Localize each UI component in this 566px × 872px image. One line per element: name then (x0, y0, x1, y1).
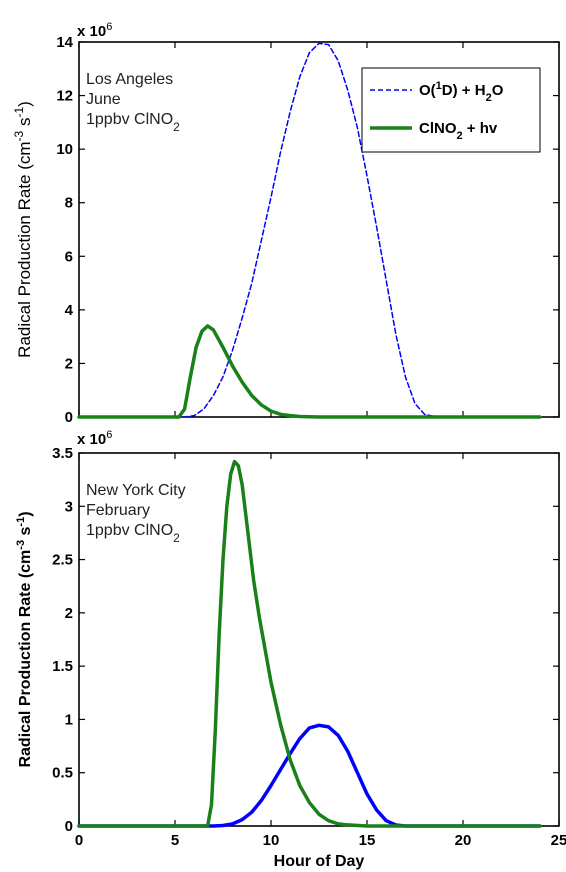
series-line-o1d-h2o (78, 42, 541, 418)
bottom-multiplier-exp: 6 (106, 429, 112, 441)
top-ylabel-end: ) (15, 101, 34, 107)
bottom-ylabel-sup1: -3 (15, 540, 27, 550)
top-annotation-line3-sub: 2 (173, 120, 180, 134)
x-tick-label: 15 (359, 832, 376, 849)
bottom-ylabel-main: Radical Production Rate (cm (17, 550, 34, 768)
legend-o1d-p0: O( (419, 82, 436, 99)
bottom-annotation-line3-sub: 2 (173, 531, 180, 545)
legend-clno2-p0: ClNO (419, 120, 457, 137)
top-ylabel-sup2: -1 (12, 107, 26, 118)
bottom-annotation-line3-main: 1ppbv ClNO (86, 522, 173, 539)
bottom-ylabel-sup2: -1 (15, 517, 27, 527)
bottom-ylabel-mid: s (17, 526, 34, 539)
y-tick-label: 2 (65, 605, 73, 622)
legend: O(1D) + H2O ClNO2 + hv (361, 67, 541, 153)
y-tick-label: 1 (65, 711, 73, 728)
bottom-plot-frame (78, 452, 560, 827)
y-tick-label: 12 (56, 88, 73, 105)
bottom-multiplier-base: x 10 (77, 431, 106, 448)
bottom-ylabel-end: ) (17, 511, 34, 516)
top-y-axis-title: Radical Production Rate (cm-3 s-1) (12, 101, 34, 358)
y-tick-label: 2 (65, 355, 73, 372)
bottom-y-axis-title: Radical Production Rate (cm-3 s-1) (15, 511, 34, 767)
x-tick-label: 5 (171, 832, 179, 849)
y-tick-label: 2.5 (52, 552, 73, 569)
x-tick-label: 20 (455, 832, 472, 849)
y-tick-label: 3 (65, 498, 73, 515)
y-tick-label: 1.5 (52, 658, 73, 675)
y-tick-label: 10 (56, 141, 73, 158)
top-multiplier-exp: 6 (106, 21, 112, 33)
bottom-annotation-line3: 1ppbv ClNO2 (86, 522, 180, 545)
legend-clno2-p2: + hv (463, 120, 498, 137)
series-line-clno2-hv (77, 459, 542, 828)
top-multiplier-label: x 106 (77, 21, 112, 40)
top-series (77, 42, 542, 419)
x-tick-label: 0 (75, 832, 83, 849)
x-tick-label: 25 (551, 832, 566, 849)
top-annotation: Los Angeles June 1ppbv ClNO2 (86, 71, 180, 134)
y-tick-label: 3.5 (52, 445, 73, 462)
legend-box (361, 67, 541, 153)
legend-entry-clno2: ClNO2 + hv (419, 120, 498, 142)
bottom-x-axis-title: Hour of Day (274, 853, 365, 870)
legend-o1d-p3: 2 (486, 92, 492, 104)
top-ylabel-mid: s (15, 118, 34, 131)
legend-clno2-p1: 2 (457, 130, 463, 142)
top-annotation-line2: June (86, 91, 121, 108)
y-tick-label: 8 (65, 195, 73, 212)
top-annotation-line3-main: 1ppbv ClNO (86, 111, 173, 128)
top-ylabel-main: Radical Production Rate (cm (15, 141, 34, 357)
bottom-series (77, 459, 542, 828)
series-line-o1d-h2o (77, 723, 542, 828)
bottom-annotation-line1: New York City (86, 482, 186, 499)
legend-o1d-p1: 1 (436, 80, 442, 92)
top-ylabel-sup1: -3 (12, 130, 26, 141)
bottom-annotation-line2: February (86, 502, 150, 519)
top-annotation-line1: Los Angeles (86, 71, 173, 88)
legend-entry-o1d: O(1D) + H2O (419, 80, 504, 104)
y-tick-label: 14 (56, 34, 73, 51)
x-tick-label: 10 (263, 832, 280, 849)
bottom-ticks: 0 5 10 15 20 25 0 0.5 1 1.5 2 2.5 3 3.5 (52, 445, 566, 849)
legend-o1d-p2: D) + H (442, 82, 486, 99)
top-annotation-line3: 1ppbv ClNO2 (86, 111, 180, 134)
y-tick-label: 4 (65, 302, 74, 319)
y-tick-label: 0.5 (52, 765, 73, 782)
bottom-multiplier-label: x 106 (77, 429, 112, 448)
y-tick-label: 6 (65, 248, 73, 265)
bottom-panel: 0 5 10 15 20 25 0 0.5 1 1.5 2 2.5 3 3.5 x 106 Radical… (15, 429, 566, 870)
y-tick-label: 0 (65, 818, 73, 835)
series-line-clno2-hv (77, 324, 542, 419)
bottom-annotation: New York City February 1ppbv ClNO2 (86, 482, 186, 545)
y-tick-label: 0 (65, 409, 73, 426)
top-multiplier-base: x 10 (77, 23, 106, 40)
legend-o1d-p4: O (492, 82, 504, 99)
